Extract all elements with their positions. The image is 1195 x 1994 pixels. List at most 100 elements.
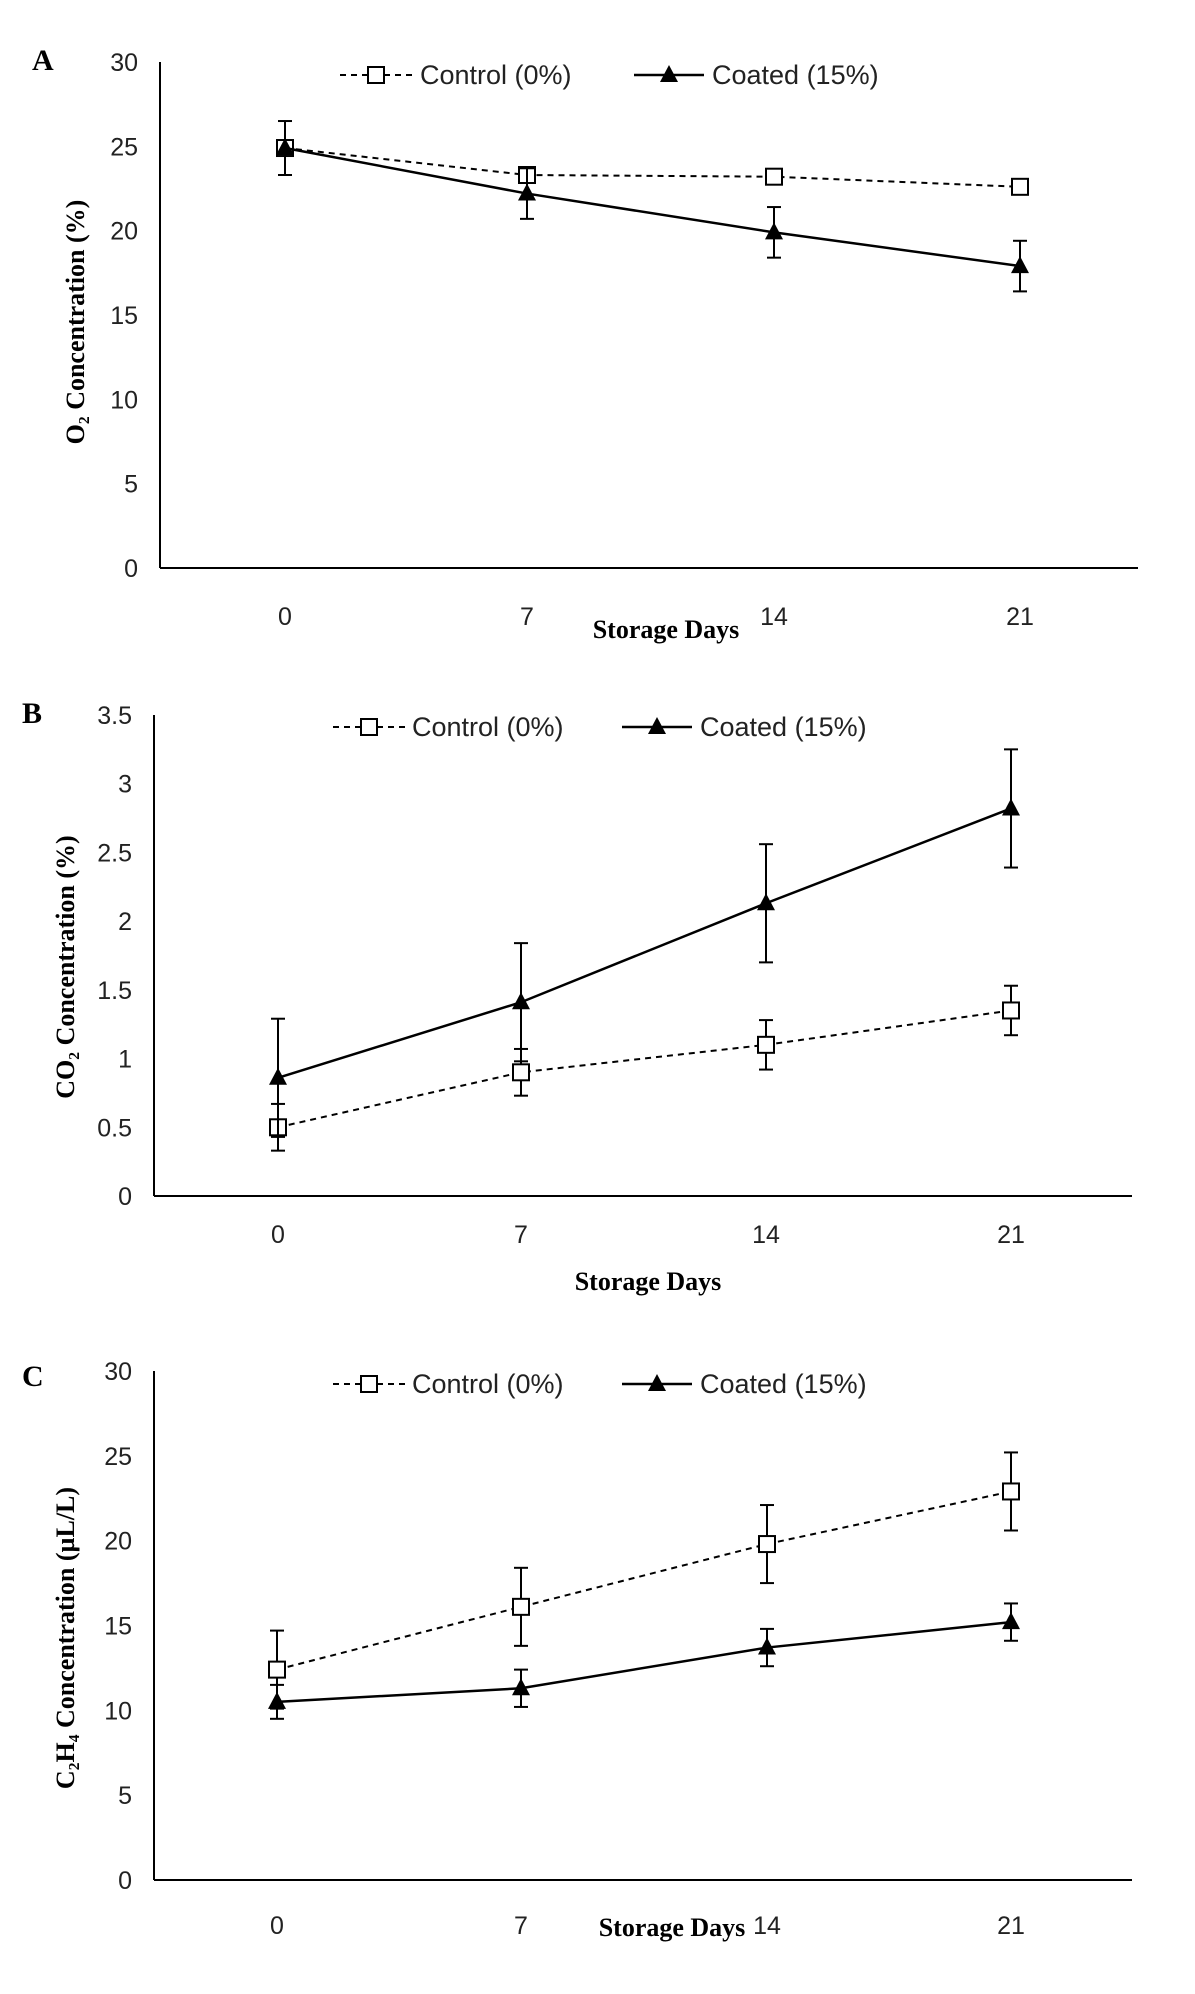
legend: Control (0%) Coated (15%): [340, 60, 879, 90]
y-tick-label: 3: [118, 771, 132, 799]
x-ticks: 0 7 14 21: [271, 1221, 1025, 1249]
coated-data-point: [757, 893, 775, 911]
legend-control-marker: [360, 718, 378, 736]
control-data-point: [512, 1597, 530, 1616]
legend-coated-marker: [660, 65, 678, 82]
y-tick-label: 30: [110, 49, 138, 77]
y-tick-label: 10: [104, 1697, 132, 1725]
coated-data-point: [512, 992, 530, 1010]
legend-coated-label: Coated (15%): [712, 60, 879, 90]
coated-data-point: [268, 1691, 286, 1709]
y-tick-label: 0.5: [97, 1114, 132, 1142]
x-tick-label: 7: [514, 1912, 528, 1940]
coated-data-point: [269, 1067, 287, 1085]
y-tick-label: 10: [110, 386, 138, 414]
legend: Control (0%) Coated (15%): [333, 1369, 867, 1399]
y-tick-label: 3.5: [97, 702, 132, 730]
coated-data-point: [1011, 256, 1029, 274]
x-ticks: 0 7 14 21: [278, 603, 1034, 631]
x-tick-label: 0: [270, 1912, 284, 1940]
legend-control-label: Control (0%): [412, 712, 564, 742]
y-tick-label: 0: [118, 1183, 132, 1211]
y-tick-label: 1: [118, 1046, 132, 1074]
legend-control-marker: [367, 66, 385, 84]
coated-data-point: [518, 183, 536, 201]
x-tick-label: 14: [752, 1221, 780, 1249]
y-tick-label: 25: [110, 133, 138, 161]
legend-control-label: Control (0%): [420, 60, 572, 90]
legend-coated-label: Coated (15%): [700, 712, 867, 742]
chart-panel-a: A Control (0%) Coated (15%) 0 5 10 15 20 25 30…: [0, 0, 1195, 665]
y-tick-label: 5: [124, 471, 138, 499]
x-tick-label: 7: [514, 1221, 528, 1249]
y-tick-label: 1.5: [97, 977, 132, 1005]
y-tick-label: 15: [110, 302, 138, 330]
control-data-point: [1011, 177, 1029, 196]
coated-series-line: [284, 146, 1021, 268]
y-tick-label: 5: [118, 1782, 132, 1810]
coated-data-point: [1002, 1612, 1020, 1630]
chart-panel-b: B Control (0%) Coated (15%) 0 0.5 1 1.5 2 2.5…: [0, 653, 1195, 1318]
y-tick-label: 0: [124, 555, 138, 583]
panel-letter: B: [22, 697, 42, 730]
plot-area: [268, 1451, 1020, 1720]
chart-a-svg: A Control (0%) Coated (15%) 0 5 10 15 20 25 30…: [32, 44, 1138, 644]
y-tick-label: 2.5: [97, 839, 132, 867]
control-data-point: [765, 167, 783, 186]
chart-b-svg: B Control (0%) Coated (15%) 0 0.5 1 1.5 2 2.5…: [22, 697, 1132, 1296]
coated-data-point: [512, 1678, 530, 1696]
y-tick-label: 20: [104, 1528, 132, 1556]
y-tick-label: 15: [104, 1613, 132, 1641]
y-tick-label: 20: [110, 218, 138, 246]
plot-area: [269, 748, 1020, 1152]
control-data-point: [512, 1063, 530, 1082]
x-tick-label: 7: [520, 603, 534, 631]
legend-control-label: Control (0%): [412, 1369, 564, 1399]
chart-c-svg: C Control (0%) Coated (15%) 0 5 10 15 20 25 30…: [22, 1358, 1132, 1942]
legend-control-marker: [360, 1375, 378, 1393]
legend-coated-marker: [648, 717, 666, 734]
control-data-point: [268, 1660, 286, 1679]
x-tick-label: 21: [997, 1912, 1025, 1940]
x-tick-label: 0: [271, 1221, 285, 1249]
control-data-point: [1002, 1001, 1020, 1020]
y-ticks: 0 0.5 1 1.5 2 2.5 3 3.5: [97, 702, 132, 1211]
x-axis-title: Storage Days: [575, 1267, 722, 1296]
panel-letter: A: [32, 44, 54, 77]
x-tick-label: 0: [278, 603, 292, 631]
y-tick-label: 0: [118, 1867, 132, 1895]
legend-coated-label: Coated (15%): [700, 1369, 867, 1399]
x-axis-title: Storage Days: [593, 615, 740, 644]
x-ticks: 0 7 14 21: [270, 1912, 1025, 1940]
chart-panel-c: C Control (0%) Coated (15%) 0 5 10 15 20 25 30…: [0, 1306, 1195, 1971]
coated-data-point: [1002, 798, 1020, 816]
legend-coated-marker: [648, 1374, 666, 1391]
plot-area: [276, 120, 1029, 293]
x-tick-label: 14: [753, 1912, 781, 1940]
control-data-point: [758, 1535, 776, 1554]
coated-series-line: [277, 807, 1012, 1080]
x-tick-label: 21: [997, 1221, 1025, 1249]
control-series-line: [284, 147, 1021, 188]
y-axis-title: O₂ Concentration (%): [61, 200, 90, 445]
y-ticks: 0 5 10 15 20 25 30: [110, 49, 138, 583]
control-series-line: [276, 1490, 1012, 1671]
control-data-point: [1002, 1482, 1020, 1501]
coated-data-point: [758, 1637, 776, 1655]
y-ticks: 0 5 10 15 20 25 30: [104, 1358, 132, 1895]
y-axis-title: CO₂ Concentration (%): [51, 835, 80, 1098]
control-series-line: [277, 1009, 1012, 1129]
legend: Control (0%) Coated (15%): [333, 712, 867, 742]
x-tick-label: 14: [760, 603, 788, 631]
coated-data-point: [276, 138, 294, 156]
x-tick-label: 21: [1006, 603, 1034, 631]
coated-series-line: [276, 1620, 1012, 1704]
y-tick-label: 2: [118, 908, 132, 936]
panel-letter: C: [22, 1360, 44, 1393]
x-axis-title: Storage Days: [599, 1913, 746, 1942]
y-tick-label: 25: [104, 1443, 132, 1471]
control-data-point: [757, 1035, 775, 1054]
coated-data-point: [765, 222, 783, 240]
y-tick-label: 30: [104, 1358, 132, 1386]
y-axis-title: C₂H₄ Concentration (µL/L): [51, 1487, 80, 1789]
